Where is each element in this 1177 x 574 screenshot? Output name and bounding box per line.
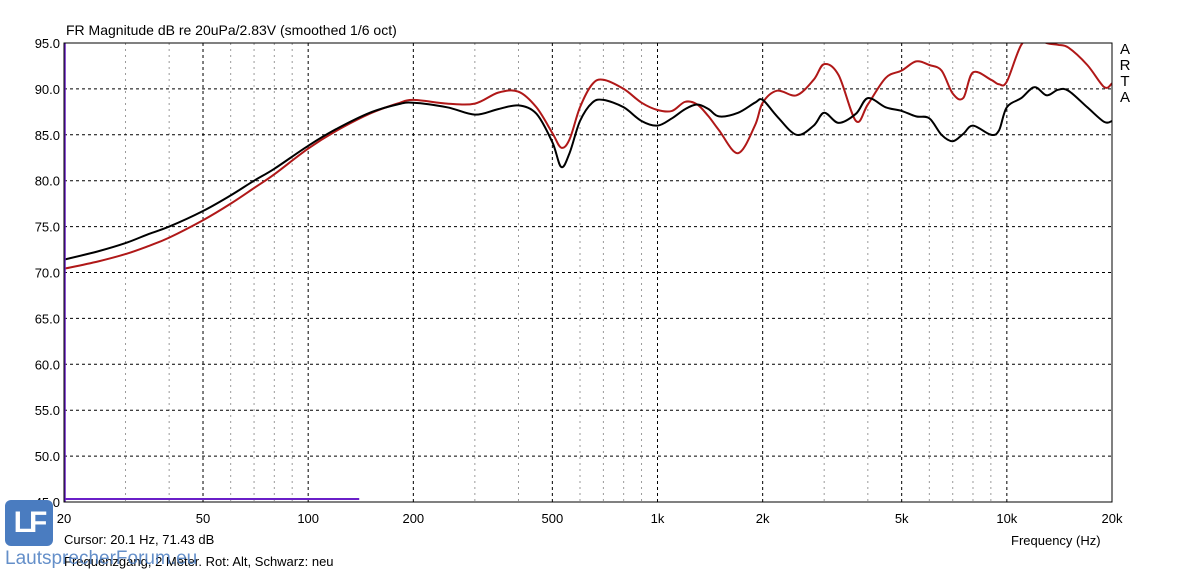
arta-letter: A <box>1119 41 1130 58</box>
y-tick-label: 85.0 <box>35 128 60 143</box>
forum-logo: LF <box>5 500 53 546</box>
arta-logo: A R T A <box>1118 42 1132 106</box>
y-tick-label: 60.0 <box>35 357 60 372</box>
x-tick-label: 20 <box>57 511 71 526</box>
series-line-red <box>64 43 1112 270</box>
cursor-readout: Cursor: 20.1 Hz, 71.43 dB <box>64 532 215 547</box>
y-tick-label: 70.0 <box>35 266 60 281</box>
y-tick-label: 90.0 <box>35 82 60 97</box>
y-tick-label: 75.0 <box>35 220 60 235</box>
x-tick-label: 50 <box>196 511 210 526</box>
x-tick-label: 1k <box>651 511 665 526</box>
series-lines <box>64 43 1112 270</box>
y-tick-label: 50.0 <box>35 449 60 464</box>
y-tick-label: 65.0 <box>35 311 60 326</box>
grid <box>64 43 1112 502</box>
plot-frame <box>63 42 1113 503</box>
x-axis-label: Frequency (Hz) <box>1011 533 1101 548</box>
x-tick-label: 500 <box>541 511 563 526</box>
chart-title: FR Magnitude dB re 20uPa/2.83V (smoothed… <box>66 22 397 38</box>
series-line-black <box>64 86 1112 261</box>
arta-letter: T <box>1120 73 1130 90</box>
footer-caption: Frequenzgang, 2 Meter. Rot: Alt, Schwarz… <box>64 554 334 569</box>
arta-letter: R <box>1119 57 1131 74</box>
arta-letter: A <box>1119 89 1130 106</box>
y-tick-label: 95.0 <box>35 36 60 51</box>
x-tick-label: 5k <box>895 511 909 526</box>
tick-labels: 95.0 90.0 85.0 80.0 75.0 70.0 65.0 60.0 55.0 50.0… <box>35 36 1123 526</box>
cursor-markers <box>63 43 360 502</box>
x-tick-label: 2k <box>756 511 770 526</box>
x-tick-label: 20k <box>1102 511 1123 526</box>
y-tick-label: 55.0 <box>35 403 60 418</box>
y-tick-label: 80.0 <box>35 174 60 189</box>
x-tick-label: 10k <box>996 511 1017 526</box>
x-tick-label: 200 <box>402 511 424 526</box>
forum-watermark: LautsprecherForum.eu <box>5 548 198 569</box>
x-tick-label: 100 <box>297 511 319 526</box>
